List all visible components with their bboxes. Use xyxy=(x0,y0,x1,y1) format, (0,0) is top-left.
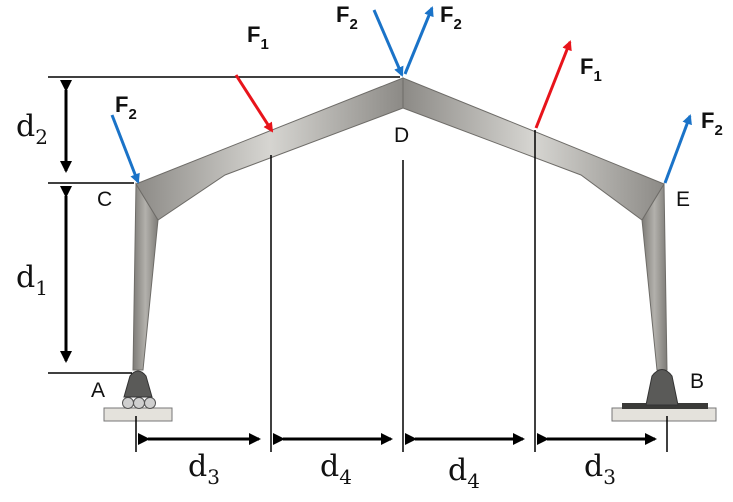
force-arrows xyxy=(110,6,692,184)
point-a-label: A xyxy=(91,379,105,402)
d4-left-label: d4 xyxy=(320,449,352,489)
d3-left-label: d3 xyxy=(188,449,220,489)
f1-left-arrow xyxy=(234,74,274,133)
f2-left-arrow xyxy=(110,114,140,184)
f2-top-inward-arrow xyxy=(372,9,404,77)
support-b-pin xyxy=(611,369,717,422)
f2-right-arrow xyxy=(663,114,692,184)
f2-right-label: F2 xyxy=(701,108,723,139)
point-c-label: C xyxy=(97,188,112,211)
d4-right-label: d4 xyxy=(448,453,480,493)
f2-top-outward-arrow xyxy=(403,6,434,75)
left-rafter xyxy=(135,77,404,221)
support-a-roller xyxy=(103,370,173,422)
d3-right-label: d3 xyxy=(584,449,616,489)
f2-left-label: F2 xyxy=(115,92,137,123)
point-e-label: E xyxy=(676,188,690,211)
point-b-label: B xyxy=(690,370,704,393)
f1-right-label: F1 xyxy=(580,54,602,85)
reference-lines xyxy=(48,76,668,452)
f1-left-label: F1 xyxy=(247,22,269,53)
d1-label: d1 xyxy=(16,260,48,300)
right-rafter xyxy=(402,77,665,221)
f1-right-arrow xyxy=(534,40,572,129)
point-d-label: D xyxy=(394,124,409,147)
f2-top-outward-label: F2 xyxy=(440,2,462,33)
f2-top-inward-label: F2 xyxy=(336,2,358,33)
d2-label: d2 xyxy=(16,109,48,149)
